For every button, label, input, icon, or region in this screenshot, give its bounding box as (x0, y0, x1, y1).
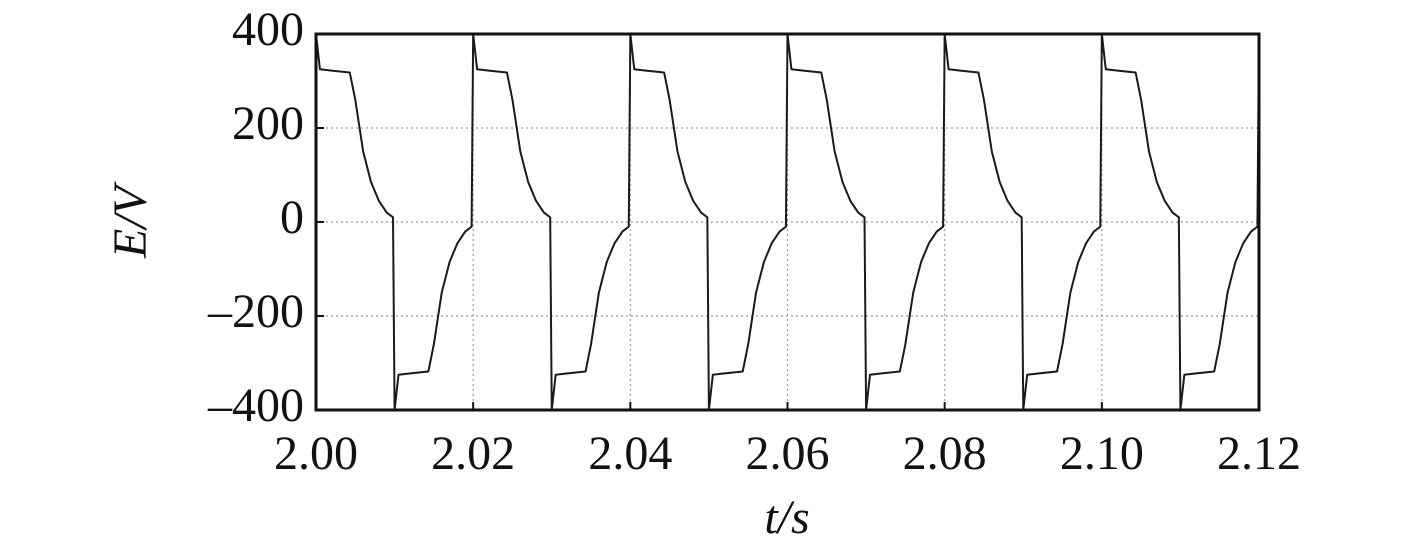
y-tick-label: –200 (207, 285, 304, 338)
y-tick-label: –400 (207, 379, 304, 432)
x-tick-label: 2.00 (274, 427, 358, 480)
x-tick-label: 2.08 (903, 427, 987, 480)
y-axis-label: E/V (104, 181, 157, 259)
x-tick-label: 2.02 (431, 427, 515, 480)
x-axis-label: t/s (764, 491, 809, 544)
x-tick-label: 2.06 (746, 427, 830, 480)
y-tick-label: 0 (280, 191, 304, 244)
plot-frame (314, 32, 1261, 412)
y-tick-label: 400 (232, 3, 304, 56)
x-tick-label: 2.10 (1060, 427, 1144, 480)
x-tick-label: 2.12 (1217, 427, 1301, 480)
y-tick-label: 200 (232, 97, 304, 150)
x-tick-label: 2.04 (588, 427, 672, 480)
